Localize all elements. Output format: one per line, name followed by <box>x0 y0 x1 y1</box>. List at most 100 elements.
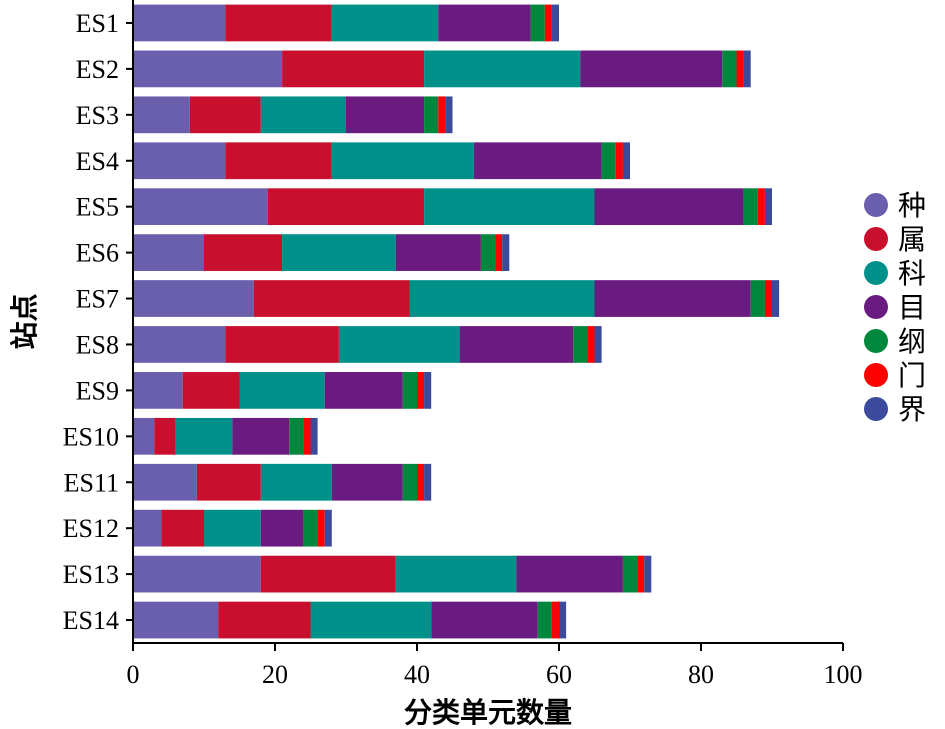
y-tick-label-es13: ES13 <box>63 560 119 589</box>
bar-segment-es3-0 <box>133 96 190 134</box>
bar-segment-es2-0 <box>133 50 283 88</box>
bar-segment-es11-6 <box>424 463 432 501</box>
bar-segment-es6-0 <box>133 234 204 271</box>
bar-segment-es4-1 <box>225 142 332 180</box>
bar-segment-es7-0 <box>133 280 254 317</box>
bar-segment-es11-3 <box>331 463 403 501</box>
bar-segment-es2-4 <box>722 50 737 88</box>
legend-marker-2 <box>864 261 888 285</box>
bar-segment-es12-0 <box>133 509 162 547</box>
bar-segment-es7-3 <box>594 280 751 317</box>
bar-segment-es9-4 <box>402 372 417 409</box>
bar-segment-es12-5 <box>317 509 325 547</box>
bar-segment-es3-3 <box>346 96 425 134</box>
bar-segment-es14-2 <box>310 601 432 639</box>
y-tick-label-es3: ES3 <box>76 101 119 130</box>
y-axis-title: 站点 <box>8 293 41 349</box>
y-tick-label-es7: ES7 <box>76 285 119 314</box>
bar-segment-es3-2 <box>260 96 346 134</box>
y-tick-label-es6: ES6 <box>76 239 119 268</box>
bar-segment-es13-4 <box>622 555 638 593</box>
bar-segment-es1-2 <box>331 4 439 42</box>
legend-label-6: 界 <box>898 393 926 426</box>
x-tick-label-20: 20 <box>262 660 288 689</box>
bar-segment-es2-5 <box>736 50 744 88</box>
bar-segment-es4-2 <box>331 142 474 180</box>
legend-label-1: 属 <box>898 223 926 256</box>
legend-marker-1 <box>864 227 888 251</box>
bar-segment-es1-6 <box>551 4 559 42</box>
bar-segment-es2-1 <box>282 50 425 88</box>
bar-segment-es7-1 <box>253 280 410 317</box>
legend-label-3: 目 <box>898 291 926 324</box>
legend-label-5: 门 <box>898 359 926 392</box>
bar-segment-es13-5 <box>637 555 645 593</box>
x-tick-label-60: 60 <box>546 660 572 689</box>
legend-label-4: 纲 <box>898 325 926 358</box>
legend-marker-6 <box>864 397 888 421</box>
x-tick-label-40: 40 <box>404 660 430 689</box>
bar-segment-es5-4 <box>743 188 758 226</box>
bar-segment-es9-0 <box>133 372 183 409</box>
bar-segment-es4-3 <box>473 142 602 180</box>
bar-segment-es14-1 <box>218 601 311 639</box>
bar-segment-es1-4 <box>530 4 545 42</box>
bar-segment-es11-2 <box>260 463 332 501</box>
bar-segment-es8-3 <box>459 326 574 363</box>
bar-segment-es4-6 <box>622 142 630 180</box>
bar-segment-es5-1 <box>267 188 425 226</box>
bar-segment-es5-0 <box>133 188 268 226</box>
bar-segment-es9-6 <box>424 372 432 409</box>
y-tick-label-es11: ES11 <box>64 468 119 497</box>
bar-segment-es14-6 <box>559 601 567 639</box>
legend-marker-3 <box>864 295 888 319</box>
bar-segment-es6-1 <box>204 234 283 271</box>
bar-segment-es9-1 <box>182 372 240 409</box>
y-tick-label-es14: ES14 <box>63 606 119 635</box>
bar-segment-es2-3 <box>580 50 723 88</box>
bar-segment-es6-6 <box>502 234 510 271</box>
bar-segment-es3-1 <box>189 96 261 134</box>
bar-segment-es8-1 <box>225 326 339 363</box>
bar-segment-es12-4 <box>303 509 318 547</box>
bar-segment-es13-2 <box>395 555 517 593</box>
bar-segment-es10-0 <box>133 417 155 455</box>
legend-label-2: 科 <box>898 257 926 290</box>
bar-segment-es13-3 <box>516 555 623 593</box>
bar-segment-es8-6 <box>594 326 602 363</box>
bar-segment-es7-4 <box>750 280 765 317</box>
x-axis-title: 分类单元数量 <box>404 696 572 729</box>
y-tick-label-es2: ES2 <box>76 55 119 84</box>
bar-segment-es11-1 <box>196 463 261 501</box>
bar-segment-es6-4 <box>480 234 496 271</box>
bar-segment-es2-6 <box>743 50 751 88</box>
x-tick-labels: 0 20 40 60 80 100 <box>127 660 863 689</box>
y-tick-label-es1: ES1 <box>76 9 119 38</box>
bar-segment-es1-3 <box>438 4 531 42</box>
bar-segment-es8-5 <box>587 326 595 363</box>
bar-segment-es7-5 <box>764 280 772 317</box>
bar-segment-es12-6 <box>324 509 332 547</box>
x-tick-label-80: 80 <box>688 660 714 689</box>
bar-segment-es14-5 <box>551 601 559 639</box>
bar-segment-es9-2 <box>239 372 325 409</box>
legend-marker-0 <box>864 193 888 217</box>
bar-segment-es11-0 <box>133 463 197 501</box>
bar-segment-es7-2 <box>409 280 595 317</box>
bar-segment-es6-2 <box>282 234 396 271</box>
bar-segment-es4-5 <box>615 142 623 180</box>
bar-segment-es2-2 <box>424 50 581 88</box>
bar-segment-es5-3 <box>594 188 744 226</box>
bar-segment-es8-4 <box>573 326 588 363</box>
bar-segment-es6-3 <box>395 234 481 271</box>
bar-segment-es10-2 <box>175 417 233 455</box>
y-tick-label-es4: ES4 <box>76 147 119 176</box>
bar-segment-es3-4 <box>424 96 439 134</box>
bar-segment-es10-4 <box>289 417 304 455</box>
bar-segment-es5-6 <box>764 188 772 226</box>
bars-group <box>133 4 780 639</box>
bar-segment-es14-4 <box>537 601 552 639</box>
bar-segment-es11-5 <box>417 463 425 501</box>
x-tick-label-0: 0 <box>127 660 140 689</box>
